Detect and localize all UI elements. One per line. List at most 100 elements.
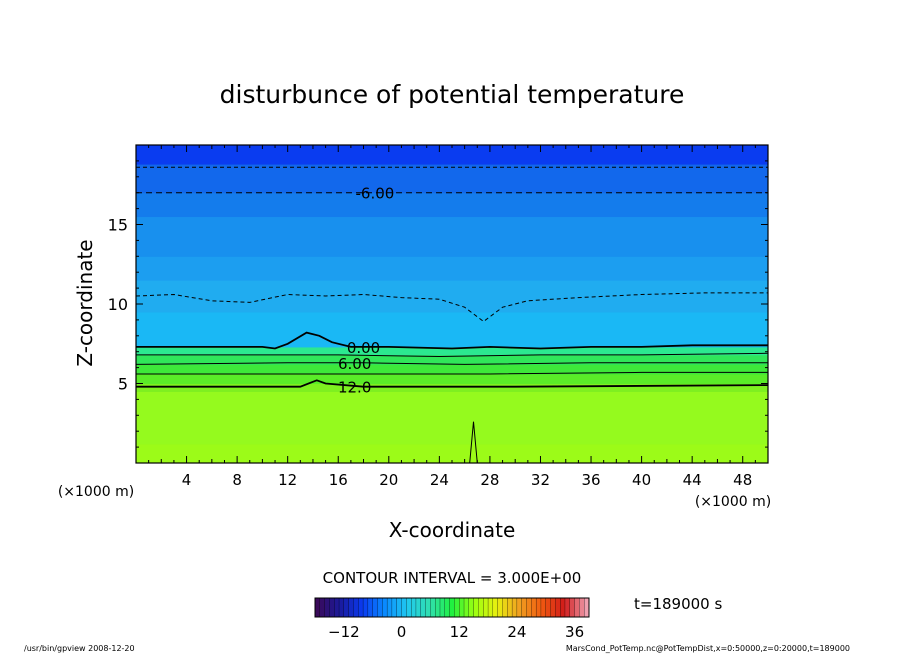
x-tick-label: 24 xyxy=(430,471,449,489)
field-layer-2 xyxy=(136,383,768,392)
colorbar-cell xyxy=(324,597,330,618)
field-layer-6 xyxy=(136,346,768,356)
footer-right: MarsCond_PotTemp.nc@PotTempDist,x=0:5000… xyxy=(566,644,850,653)
colorbar-cell xyxy=(401,597,407,618)
colorbar-cell xyxy=(382,597,388,618)
contour-interval-text: CONTOUR INTERVAL = 3.000E+00 xyxy=(323,569,582,587)
colorbar-cell xyxy=(415,597,422,618)
colorbar-cell xyxy=(463,597,470,618)
colorbar-tick-label: 36 xyxy=(565,623,584,641)
contour-line-8 xyxy=(469,421,478,464)
contour-label-3: 12.0 xyxy=(338,379,371,397)
colorbar-cell xyxy=(478,597,484,618)
field-layer-10 xyxy=(136,216,768,257)
field-layer-13 xyxy=(136,145,768,165)
contour-label-1: 0.00 xyxy=(347,339,380,357)
colorbar-cell xyxy=(353,597,359,618)
colorbar-cell xyxy=(425,597,431,618)
chart-title: disturbunce of potential temperature xyxy=(220,80,685,109)
colorbar-cell xyxy=(555,597,561,618)
colorbar-cell xyxy=(516,597,523,618)
colorbar xyxy=(314,597,590,618)
colorbar-cell xyxy=(569,597,576,618)
colorbar-cell xyxy=(507,597,513,618)
x-tick-label: 20 xyxy=(379,471,398,489)
contour-lines xyxy=(135,166,769,464)
colorbar-cell xyxy=(560,597,566,618)
colorbar-tick-label: 0 xyxy=(397,623,407,641)
x-tick-label: 16 xyxy=(329,471,348,489)
field-layer-3 xyxy=(136,373,768,384)
field-layer-7 xyxy=(136,311,768,348)
colorbar-cell xyxy=(449,597,455,618)
contour-line-6 xyxy=(136,371,768,375)
colorbar-cell xyxy=(430,597,436,618)
colorbar-cell xyxy=(521,597,527,618)
colorbar-cell xyxy=(396,597,402,618)
colorbar-cell xyxy=(526,597,532,618)
colorbar-cell xyxy=(391,597,398,618)
x-unit-left: (×1000 m) xyxy=(58,484,134,500)
colorbar-tick-label: 12 xyxy=(450,623,469,641)
colorbar-cell xyxy=(492,597,499,618)
colorbar-cell xyxy=(329,597,335,618)
colorbar-cell xyxy=(574,597,580,618)
colorbar-cell xyxy=(564,597,571,618)
x-axis-label: X-coordinate xyxy=(389,518,516,542)
z-axis-ticks: 5 10 15 xyxy=(108,144,768,464)
colorbar-cell xyxy=(502,597,508,618)
field-layer-5 xyxy=(136,354,768,365)
contour-line-4 xyxy=(136,352,769,358)
colorbar-cell xyxy=(334,597,340,618)
footer-left: /usr/bin/gpview 2008-12-20 xyxy=(24,644,135,653)
x-tick-label: 12 xyxy=(278,471,297,489)
time-text: t=189000 s xyxy=(634,595,722,613)
x-axis-ticks: 4 8 12 16 20 24 28 32 36 40 44 48 xyxy=(135,145,769,489)
z-tick-label: 15 xyxy=(108,216,128,235)
colorbar-cell xyxy=(343,597,350,618)
colorbar-cell xyxy=(444,597,451,618)
field-layer-1 xyxy=(136,391,768,445)
colorbar-cell xyxy=(386,597,393,618)
colorbar-cell xyxy=(348,597,354,618)
field-layer-8 xyxy=(136,280,768,313)
x-tick-label: 40 xyxy=(632,471,651,489)
contour-label-0: -6.00 xyxy=(355,185,394,203)
colorbar-cell xyxy=(314,597,321,618)
x-tick-label: 32 xyxy=(531,471,550,489)
contour-line-7 xyxy=(136,379,769,388)
y-axis-label: Z-coordinate xyxy=(73,239,97,366)
x-tick-label: 44 xyxy=(683,471,702,489)
field-layer-12 xyxy=(136,164,768,194)
colorbar-cell xyxy=(410,597,417,618)
colorbar-cell xyxy=(435,597,441,618)
colorbar-cell xyxy=(545,597,551,618)
field-layer-4 xyxy=(136,364,768,375)
x-unit-right: (×1000 m) xyxy=(695,494,771,510)
colorbar-cell xyxy=(550,597,556,618)
colorbar-cell xyxy=(511,597,518,618)
colorbar-cell xyxy=(377,597,383,618)
colorbar-cell xyxy=(420,597,427,618)
colorbar-cell xyxy=(454,597,460,618)
colorbar-tick-label: −12 xyxy=(328,623,360,641)
colorbar-cell xyxy=(367,597,374,618)
contour-line-2 xyxy=(135,292,768,323)
contour-line-3 xyxy=(136,331,768,350)
colorbar-cell xyxy=(439,597,446,618)
x-tick-label: 48 xyxy=(733,471,752,489)
z-tick-label: 5 xyxy=(118,375,128,394)
colorbar-cell xyxy=(497,597,503,618)
x-tick-label: 4 xyxy=(182,471,192,489)
colorbar-cell xyxy=(535,597,542,618)
colorbar-cell xyxy=(487,597,494,618)
contour-line-5 xyxy=(135,362,768,365)
colorbar-cell xyxy=(473,597,479,618)
colorbar-cell xyxy=(468,597,475,618)
field-layer-0 xyxy=(136,443,768,464)
colorbar-tick-label: 24 xyxy=(507,623,526,641)
field-layer-11 xyxy=(136,192,768,218)
field-layers xyxy=(136,145,768,464)
colorbar-cell xyxy=(362,597,369,618)
